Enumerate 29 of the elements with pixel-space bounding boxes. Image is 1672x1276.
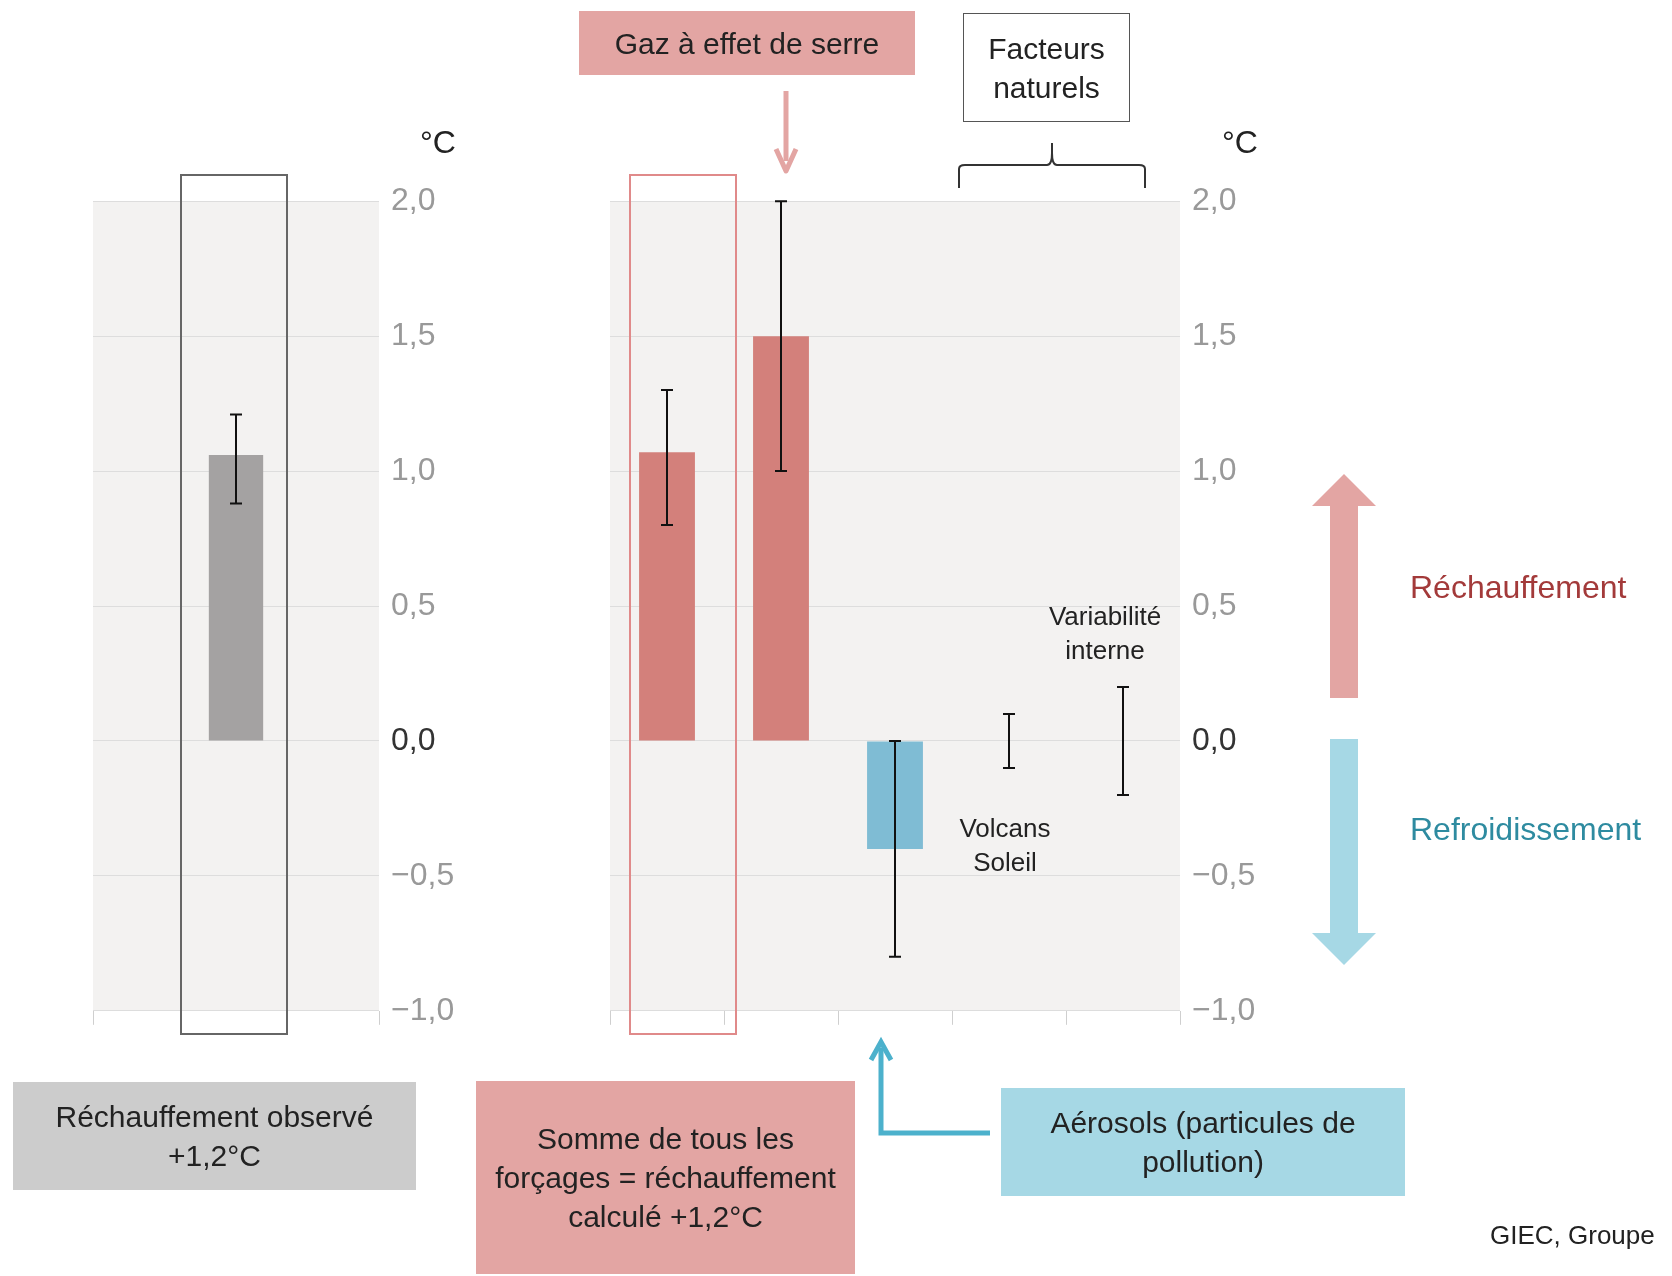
text: Réchauffement [1410, 568, 1627, 608]
y-tick-label: 2,0 [391, 181, 436, 218]
y-tick-label: 1,5 [391, 315, 436, 352]
y-tick-label: 0,5 [391, 585, 436, 622]
text: Gaz à effet de serre [614, 25, 880, 62]
bar [753, 336, 809, 741]
y-axis-title: °C [420, 123, 456, 162]
text: GIEC, Groupe [1490, 1219, 1655, 1253]
y-tick-label: 1,5 [1192, 315, 1237, 352]
text: Refroidissement [1410, 810, 1642, 850]
bar [639, 452, 695, 741]
y-tick-label: −1,0 [1192, 990, 1256, 1027]
y-tick-label: 0,0 [391, 720, 436, 757]
y-tick-label: −1,0 [391, 990, 455, 1027]
text: Réchauffement observé +1,2°C [54, 1099, 375, 1174]
text: Facteurs naturels [987, 30, 1106, 106]
text: Somme de tous les forçages = réchauffement calculé +1,2°C [494, 1121, 837, 1235]
y-tick-label: 1,0 [391, 450, 436, 487]
annotation: Variabilité interne [1047, 600, 1163, 667]
bar [867, 741, 923, 849]
y-tick-label: 1,0 [1192, 450, 1237, 487]
y-axis-title: °C [1222, 123, 1258, 162]
y-tick-label: 0,0 [1192, 720, 1237, 757]
y-tick-label: 0,5 [1192, 585, 1237, 622]
y-tick-label: 2,0 [1192, 181, 1237, 218]
text: Aérosols (particules de pollution) [1049, 1105, 1357, 1180]
y-tick-label: −0,5 [391, 855, 455, 892]
y-tick-label: −0,5 [1192, 855, 1256, 892]
annotation: Volcans Soleil [958, 812, 1052, 879]
